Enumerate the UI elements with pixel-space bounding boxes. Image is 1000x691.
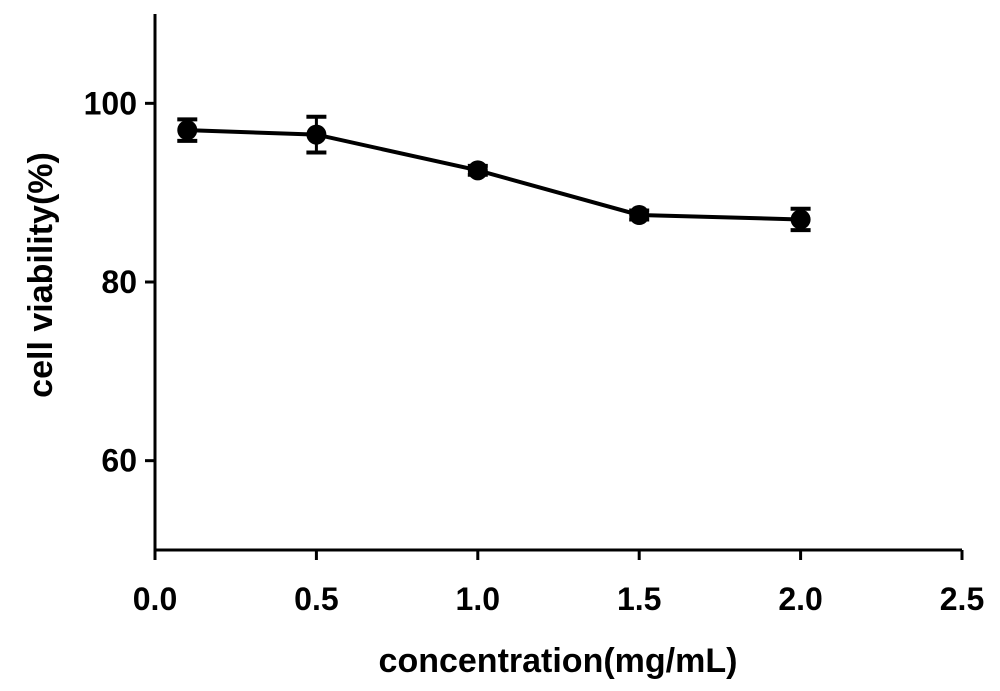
x-ticks: 0.0 0.5 1.0 1.5 2.0 2.5 [133,550,984,617]
data-point [177,120,198,141]
x-tick-label: 1.0 [456,581,500,617]
x-tick-label: 0.0 [133,581,177,617]
series-layer [177,114,811,233]
series-line [187,128,801,222]
y-tick-label: 60 [101,443,137,479]
x-tick-label: 0.5 [294,581,338,617]
data-point [790,209,811,230]
data-point [629,205,650,225]
y-tick-label: 80 [101,264,137,300]
y-axis-title: cell viability(%) [22,152,60,398]
data-point [467,160,488,181]
x-tick-label: 1.5 [617,581,661,617]
data-point [306,124,327,145]
x-tick-label: 2.5 [940,581,984,617]
y-tick-label: 100 [84,85,137,121]
x-tick-label: 2.0 [778,581,822,617]
axes [153,14,962,552]
x-axis-title: concentration(mg/mL) [379,642,738,680]
y-ticks: 60 80 100 [84,85,155,479]
